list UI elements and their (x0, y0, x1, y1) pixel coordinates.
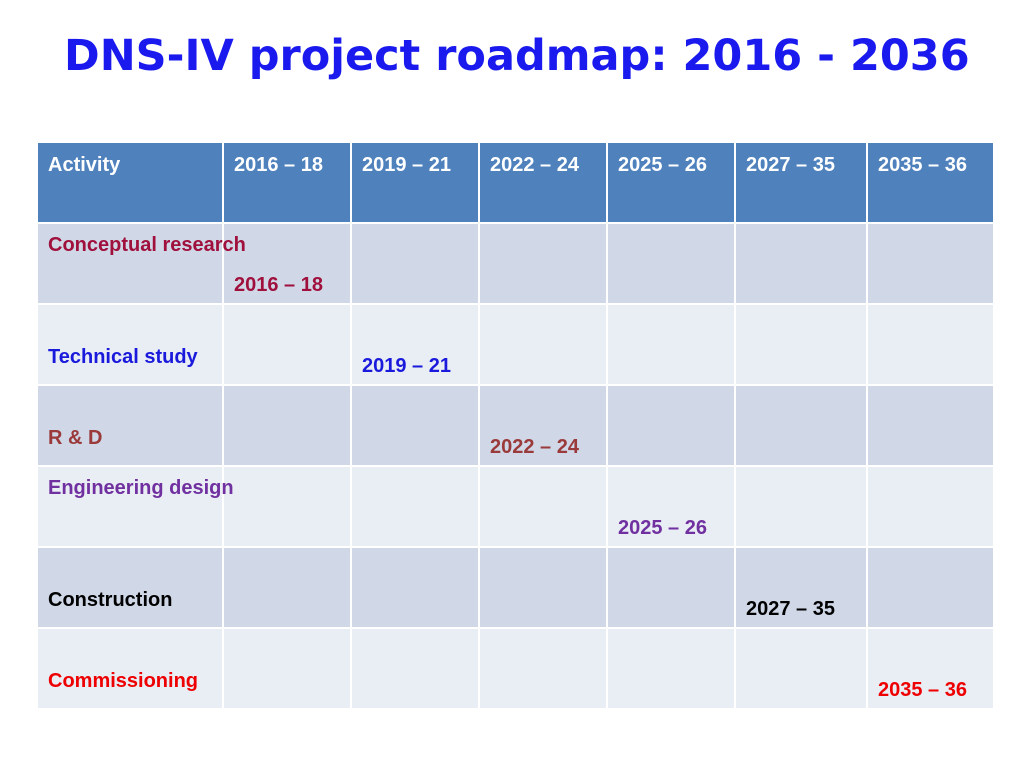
empty-cell (606, 627, 736, 710)
period-cell: 2027 – 35 (734, 546, 868, 629)
table-row: Construction 2027 – 35 (36, 546, 995, 629)
empty-cell (222, 465, 352, 548)
empty-cell (478, 303, 608, 386)
roadmap-table: Activity 2016 – 18 2019 – 21 2022 – 24 2… (36, 141, 995, 710)
empty-cell (222, 546, 352, 629)
table-row: Engineering design 2025 – 26 (36, 465, 995, 548)
empty-cell (866, 222, 995, 305)
empty-cell (350, 627, 480, 710)
empty-cell (734, 303, 868, 386)
empty-cell (606, 222, 736, 305)
period-cell: 2022 – 24 (478, 384, 608, 467)
header-period: 2016 – 18 (222, 141, 352, 224)
empty-cell (350, 222, 480, 305)
header-activity: Activity (36, 141, 224, 224)
table-row: Conceptual research 2016 – 18 (36, 222, 995, 305)
empty-cell (734, 384, 868, 467)
table-row: R & D 2022 – 24 (36, 384, 995, 467)
header-period: 2022 – 24 (478, 141, 608, 224)
table-row: Technical study 2019 – 21 (36, 303, 995, 386)
empty-cell (734, 627, 868, 710)
header-period: 2027 – 35 (734, 141, 868, 224)
empty-cell (350, 384, 480, 467)
empty-cell (866, 546, 995, 629)
activity-cell: Technical study (36, 303, 224, 386)
header-period: 2025 – 26 (606, 141, 736, 224)
empty-cell (606, 303, 736, 386)
empty-cell (478, 222, 608, 305)
table-body: Conceptual research 2016 – 18 Technical st… (36, 222, 995, 710)
header-period: 2019 – 21 (350, 141, 480, 224)
empty-cell (734, 465, 868, 548)
activity-cell: Engineering design (36, 465, 234, 548)
period-cell: 2016 – 18 (222, 222, 352, 305)
empty-cell (866, 465, 995, 548)
table-row: Commissioning 2035 – 36 (36, 627, 995, 710)
empty-cell (478, 465, 608, 548)
empty-cell (222, 627, 352, 710)
slide-title: DNS-IV project roadmap: 2016 - 2036 (64, 31, 970, 81)
empty-cell (222, 384, 352, 467)
period-cell: 2019 – 21 (350, 303, 480, 386)
header-period: 2035 – 36 (866, 141, 995, 224)
activity-cell: Conceptual research (36, 222, 246, 305)
empty-cell (350, 546, 480, 629)
empty-cell (606, 384, 736, 467)
empty-cell (478, 546, 608, 629)
table-header-row: Activity 2016 – 18 2019 – 21 2022 – 24 2… (36, 141, 995, 224)
empty-cell (866, 303, 995, 386)
activity-cell: Commissioning (36, 627, 224, 710)
activity-cell: Construction (36, 546, 224, 629)
empty-cell (866, 384, 995, 467)
empty-cell (606, 546, 736, 629)
period-cell: 2025 – 26 (606, 465, 736, 548)
empty-cell (350, 465, 480, 548)
empty-cell (222, 303, 352, 386)
activity-cell: R & D (36, 384, 224, 467)
period-cell: 2035 – 36 (866, 627, 995, 710)
empty-cell (478, 627, 608, 710)
empty-cell (734, 222, 868, 305)
